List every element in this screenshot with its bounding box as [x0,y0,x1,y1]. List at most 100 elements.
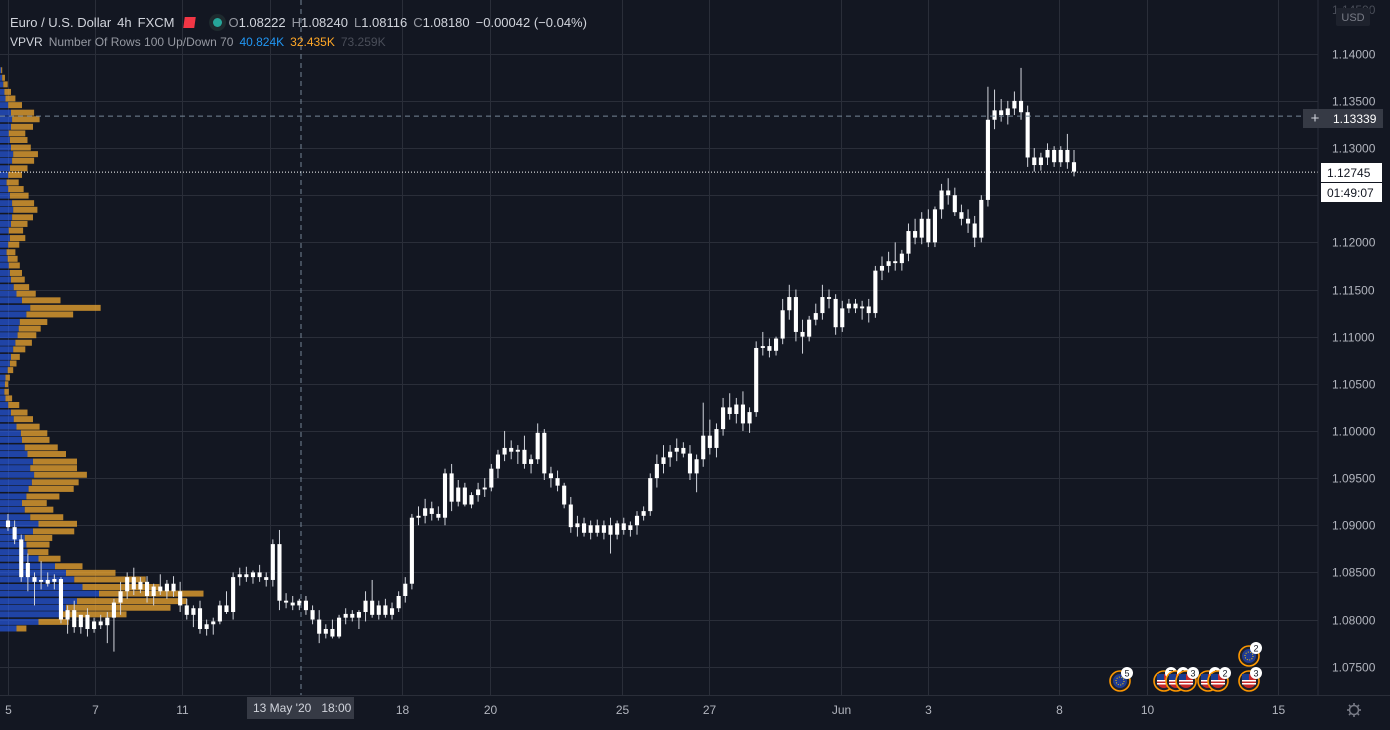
candle[interactable] [32,572,37,606]
candle[interactable] [224,591,229,614]
candle[interactable] [515,445,520,464]
candle[interactable] [793,289,798,342]
candle[interactable] [813,303,818,326]
event-badge[interactable]: 5 [1109,667,1133,692]
candle[interactable] [747,407,752,433]
candle[interactable] [72,600,77,633]
candle[interactable] [767,338,772,358]
candle[interactable] [992,89,997,130]
event-badge[interactable]: 3 [1175,667,1199,692]
candle[interactable] [734,397,739,424]
candle[interactable] [952,187,957,216]
candle[interactable] [317,610,322,644]
candle[interactable] [191,605,196,628]
candle[interactable] [615,520,620,540]
candle[interactable] [12,520,17,545]
candle[interactable] [668,445,673,467]
candle[interactable] [350,610,355,622]
candle[interactable] [840,300,845,332]
candle[interactable] [634,511,640,535]
currency-box[interactable] [1336,8,1370,26]
candle[interactable] [270,539,275,587]
candle[interactable] [1052,146,1057,167]
event-badge[interactable]: 2 [1207,667,1231,692]
candle[interactable] [595,519,600,537]
candle[interactable] [217,600,222,625]
candle[interactable] [297,598,302,611]
indicator-name[interactable]: VPVR [10,35,43,49]
candle[interactable] [621,517,626,535]
candle[interactable] [588,520,593,540]
candle[interactable] [946,178,951,205]
candle[interactable] [529,454,534,474]
candle[interactable] [231,572,236,620]
candle[interactable] [833,294,838,335]
candle[interactable] [111,598,116,652]
candle[interactable] [1012,91,1017,116]
candle[interactable] [138,577,143,594]
candle[interactable] [641,506,646,521]
candle[interactable] [403,577,408,603]
candle[interactable] [118,581,123,615]
candle[interactable] [449,463,454,512]
gear-icon[interactable] [1347,703,1361,717]
candle[interactable] [65,605,70,634]
candle[interactable] [164,579,169,599]
candle[interactable] [125,572,130,599]
candle[interactable] [886,251,891,273]
event-badge[interactable]: 3 [1238,667,1262,692]
candle[interactable] [999,99,1004,122]
candle[interactable] [820,284,825,320]
candle[interactable] [966,209,971,233]
candle[interactable] [476,482,481,502]
candle[interactable] [1038,152,1043,171]
candle[interactable] [780,298,785,345]
candle[interactable] [250,570,256,584]
candle[interactable] [197,600,203,634]
candle[interactable] [694,454,699,493]
candle[interactable] [264,572,269,587]
candle[interactable] [681,442,686,458]
indicator-row[interactable]: VPVR Number Of Rows 100 Up/Down 70 40.82… [10,32,593,52]
candle[interactable] [178,581,183,613]
candle[interactable] [1032,148,1037,172]
candle[interactable] [363,591,368,622]
candle[interactable] [522,435,527,469]
candle[interactable] [760,331,765,356]
candle[interactable] [754,341,759,417]
candle[interactable] [661,445,666,474]
candle[interactable] [893,242,898,271]
candle[interactable] [846,298,851,314]
candle[interactable] [310,605,315,625]
candle[interactable] [25,553,30,592]
candle[interactable] [5,513,11,531]
candle[interactable] [284,593,289,609]
candle[interactable] [144,576,150,603]
market-status-icon[interactable] [213,17,223,27]
candle[interactable] [98,614,103,629]
candle[interactable] [628,521,633,537]
candle[interactable] [1058,146,1063,167]
economic-events[interactable]: 57134223 [1109,642,1262,692]
interval-label[interactable]: 4h [117,14,132,30]
candle[interactable] [456,479,461,507]
symbol-name[interactable]: Euro / U.S. Dollar [10,14,112,30]
candle[interactable] [919,212,924,245]
candle[interactable] [932,206,938,248]
candle[interactable] [257,564,262,582]
candle[interactable] [211,617,216,635]
candle[interactable] [442,468,448,526]
candle[interactable] [542,429,547,480]
candle[interactable] [581,517,587,537]
candlestick-series[interactable] [5,67,1077,652]
candle[interactable] [323,624,328,639]
candle[interactable] [277,529,282,611]
candle[interactable] [330,619,335,639]
candle[interactable] [979,195,984,243]
candle[interactable] [389,602,395,620]
candle[interactable] [482,478,487,497]
candle[interactable] [409,513,414,590]
candle[interactable] [204,619,209,636]
